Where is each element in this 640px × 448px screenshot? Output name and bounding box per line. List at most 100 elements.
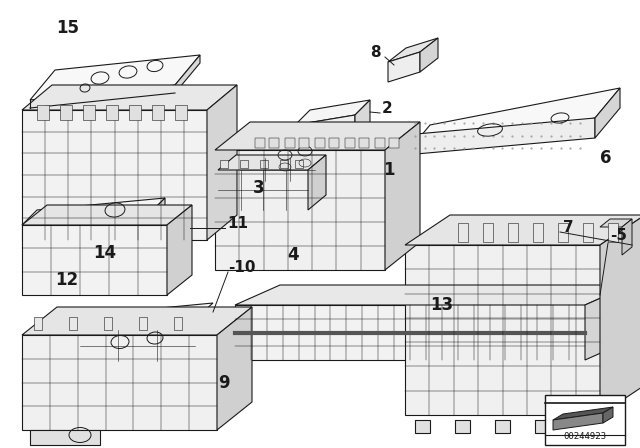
Point bbox=[90, 213, 100, 220]
Point bbox=[233, 158, 243, 165]
Point bbox=[445, 220, 455, 227]
Point bbox=[99, 314, 109, 322]
Point bbox=[185, 241, 195, 248]
Point bbox=[582, 316, 593, 323]
Point bbox=[551, 284, 561, 292]
Point bbox=[122, 306, 132, 314]
Point bbox=[407, 145, 417, 152]
Point bbox=[308, 130, 318, 138]
Polygon shape bbox=[215, 150, 385, 270]
Point bbox=[416, 41, 426, 48]
Point bbox=[621, 237, 632, 244]
Point bbox=[343, 105, 353, 112]
Point bbox=[157, 315, 167, 323]
Point bbox=[223, 312, 234, 319]
Point bbox=[481, 225, 492, 233]
Point bbox=[171, 218, 181, 225]
Point bbox=[623, 238, 634, 246]
Point bbox=[92, 210, 102, 217]
Point bbox=[446, 122, 456, 129]
Polygon shape bbox=[22, 85, 237, 110]
Polygon shape bbox=[375, 138, 385, 148]
Polygon shape bbox=[359, 138, 369, 148]
Point bbox=[242, 148, 252, 155]
Point bbox=[208, 331, 218, 338]
Point bbox=[623, 217, 634, 224]
Polygon shape bbox=[315, 138, 325, 148]
Polygon shape bbox=[80, 303, 213, 330]
Point bbox=[206, 100, 216, 107]
Polygon shape bbox=[389, 138, 399, 148]
Polygon shape bbox=[174, 317, 182, 330]
Point bbox=[574, 110, 584, 117]
Point bbox=[564, 301, 575, 308]
Point bbox=[213, 145, 223, 152]
Polygon shape bbox=[34, 317, 42, 330]
Point bbox=[310, 139, 321, 146]
Point bbox=[419, 41, 429, 48]
Point bbox=[223, 335, 233, 342]
Text: 00244923: 00244923 bbox=[563, 432, 607, 441]
Point bbox=[427, 38, 437, 45]
Point bbox=[37, 206, 47, 213]
Text: 7: 7 bbox=[563, 220, 573, 235]
Point bbox=[180, 62, 191, 69]
Point bbox=[188, 85, 198, 92]
Point bbox=[293, 141, 303, 148]
Point bbox=[308, 134, 318, 142]
Point bbox=[325, 111, 335, 118]
Point bbox=[231, 158, 241, 165]
Point bbox=[214, 117, 225, 125]
Point bbox=[63, 315, 74, 323]
Point bbox=[377, 123, 387, 130]
Point bbox=[125, 84, 136, 91]
Point bbox=[170, 213, 180, 220]
Point bbox=[502, 236, 512, 243]
Point bbox=[111, 103, 122, 111]
Point bbox=[330, 294, 340, 302]
Point bbox=[74, 87, 84, 95]
Point bbox=[624, 289, 634, 296]
Point bbox=[220, 319, 230, 326]
Point bbox=[280, 160, 291, 167]
Point bbox=[212, 109, 222, 116]
Point bbox=[92, 203, 102, 211]
Point bbox=[303, 163, 313, 170]
Point bbox=[56, 309, 66, 316]
Point bbox=[319, 165, 329, 172]
Point bbox=[210, 95, 220, 103]
Point bbox=[222, 197, 232, 204]
Point bbox=[102, 63, 113, 70]
Point bbox=[118, 312, 129, 319]
Point bbox=[46, 86, 56, 94]
Point bbox=[518, 233, 528, 241]
Point bbox=[163, 71, 173, 78]
Point bbox=[502, 223, 512, 230]
Point bbox=[445, 224, 455, 231]
Point bbox=[37, 219, 47, 226]
Point bbox=[215, 197, 225, 204]
Point bbox=[122, 326, 132, 333]
Point bbox=[282, 164, 292, 171]
Point bbox=[621, 314, 632, 321]
Point bbox=[323, 110, 333, 117]
Point bbox=[76, 209, 86, 216]
Point bbox=[625, 243, 635, 250]
Point bbox=[286, 131, 296, 138]
Point bbox=[236, 326, 246, 333]
Point bbox=[114, 66, 124, 73]
Point bbox=[299, 158, 309, 165]
Point bbox=[611, 258, 621, 265]
Point bbox=[169, 224, 179, 232]
Point bbox=[168, 224, 178, 232]
Point bbox=[37, 218, 47, 225]
Point bbox=[91, 323, 101, 330]
Point bbox=[625, 227, 635, 234]
Point bbox=[587, 241, 597, 248]
Point bbox=[192, 106, 202, 113]
Point bbox=[106, 322, 116, 329]
Point bbox=[25, 330, 35, 337]
Point bbox=[424, 301, 435, 308]
Point bbox=[185, 227, 195, 234]
Point bbox=[624, 241, 634, 249]
